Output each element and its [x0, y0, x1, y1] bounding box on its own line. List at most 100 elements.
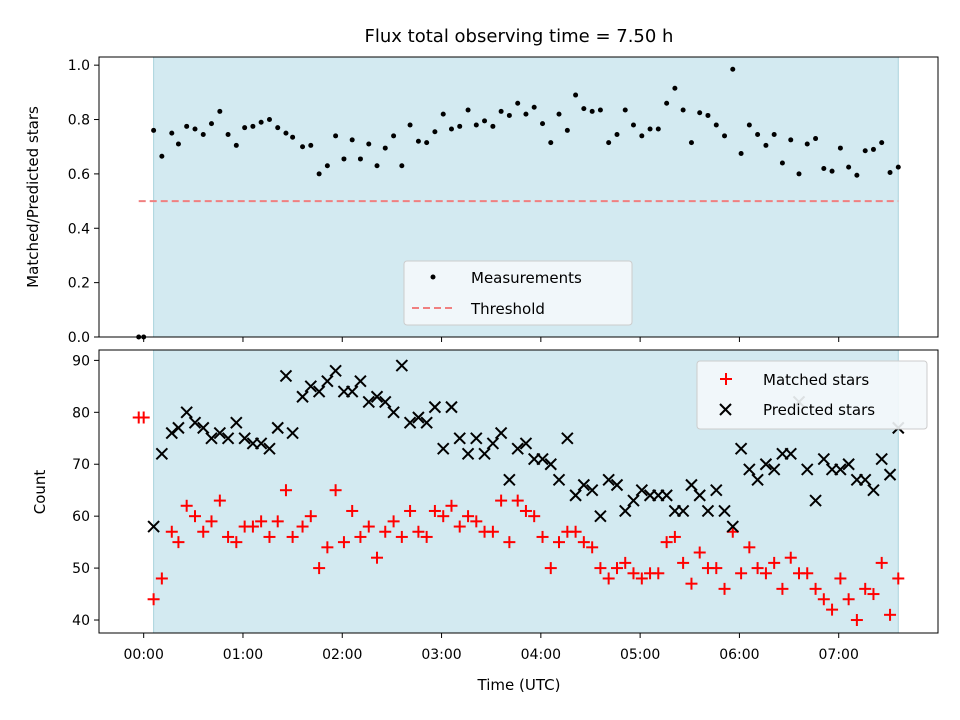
predicted-star-point: [254, 437, 268, 450]
matched-star-point: [776, 582, 789, 595]
predicted-star-point: [180, 406, 193, 419]
matched-star-point: [346, 504, 359, 517]
predicted-star-point: [801, 463, 814, 476]
measurement-point: [672, 85, 678, 91]
measurement-point: [523, 111, 529, 117]
matched-star-point: [892, 572, 905, 585]
matched-star-point: [710, 562, 723, 575]
predicted-star-point: [197, 421, 210, 435]
matched-star-point: [271, 515, 284, 528]
y-tick-label: 0.4: [68, 221, 90, 237]
measurement-point: [688, 140, 694, 146]
matched-star-point: [511, 494, 524, 507]
predicted-star-point: [271, 421, 284, 435]
measurement-point: [515, 100, 521, 106]
measurement-point: [316, 171, 322, 177]
matched-star-point: [536, 530, 549, 543]
matched-star-point: [165, 525, 178, 538]
predicted-star-point: [286, 426, 299, 440]
measurement-point: [233, 142, 239, 148]
matched-star-point: [859, 582, 872, 595]
measurement-point: [333, 133, 339, 139]
measurement-point: [341, 156, 347, 162]
matched-star-point: [693, 546, 706, 559]
measurement-point: [862, 148, 868, 154]
matched-star-point: [155, 572, 168, 585]
predicted-star-point: [420, 416, 433, 429]
matched-star-point: [544, 562, 557, 575]
matched-star-point: [809, 582, 822, 595]
matched-star-point: [884, 608, 897, 621]
measurement-point: [556, 111, 562, 117]
measurement-point: [540, 121, 546, 127]
matched-star-point: [321, 541, 334, 554]
x-tick-label: 01:00: [223, 647, 263, 663]
matched-star-point: [147, 593, 160, 606]
predicted-star-point: [478, 447, 491, 461]
predicted-star-point: [710, 483, 723, 497]
measurement-point: [548, 140, 554, 146]
predicted-star-point: [569, 489, 582, 502]
measurement-point: [697, 110, 703, 116]
bottom-y-axis-label: Count: [31, 470, 49, 515]
measurement-point: [870, 146, 876, 152]
y-tick-label: 60: [72, 509, 90, 525]
measurement-point: [498, 108, 504, 114]
top-legend: Measurements Threshold: [403, 260, 633, 326]
measurement-point: [366, 141, 372, 147]
predicted-star-point: [883, 468, 897, 481]
matched-star-point: [180, 499, 193, 512]
matched-star-point: [528, 510, 541, 523]
predicted-star-point: [362, 395, 375, 409]
measurement-point: [159, 153, 165, 159]
y-tick-label: 0.0: [68, 330, 90, 346]
measurement-point: [151, 127, 157, 133]
predicted-star-point: [842, 458, 855, 471]
measurement-point: [432, 129, 438, 135]
measurement-point: [564, 127, 570, 133]
measurement-point: [473, 122, 479, 128]
measurement-point: [606, 140, 612, 146]
matched-star-point: [337, 536, 350, 549]
matched-star-point: [222, 530, 235, 543]
y-tick-label: 1.0: [68, 58, 90, 74]
matched-star-point: [453, 520, 466, 533]
predicted-star-point: [403, 416, 417, 429]
measurement-point: [300, 144, 306, 150]
bottom-panel-frame: [98, 349, 939, 634]
predicted-star-point: [354, 374, 367, 388]
matched-star-point: [619, 556, 632, 569]
measurement-point: [382, 145, 388, 151]
predicted-star-point: [370, 390, 384, 403]
predicted-star-point: [834, 463, 847, 476]
measurement-point: [440, 111, 446, 117]
predicted-star-point: [395, 359, 409, 372]
matched-star-point: [826, 603, 839, 616]
matched-star-point: [635, 572, 648, 585]
measurement-point: [829, 168, 835, 174]
legend-predicted-marker: [719, 403, 732, 416]
matched-star-point: [602, 572, 615, 585]
matched-star-point: [387, 515, 400, 528]
predicted-star-point: [875, 452, 888, 466]
matched-star-point: [362, 520, 375, 533]
predicted-star-point: [619, 504, 632, 518]
predicted-star-point: [445, 400, 458, 414]
matched-star-point: [677, 556, 690, 569]
measurement-point: [722, 133, 728, 139]
measurement-point: [283, 130, 289, 136]
matched-star-point: [594, 562, 607, 575]
bottom-legend-box: [696, 360, 928, 430]
matched-star-point: [428, 504, 441, 517]
measurement-point: [200, 131, 206, 137]
legend-predicted-label: Predicted stars: [763, 401, 875, 419]
top-y-axis-label: Matched/Predicted stars: [24, 106, 42, 288]
matched-star-point: [486, 525, 499, 538]
matched-star-point: [718, 582, 731, 595]
predicted-star-point: [511, 442, 524, 455]
measurement-point: [250, 123, 256, 129]
matched-star-point: [445, 499, 458, 512]
matched-star-point: [230, 536, 243, 549]
x-tick-label: 05:00: [620, 647, 660, 663]
